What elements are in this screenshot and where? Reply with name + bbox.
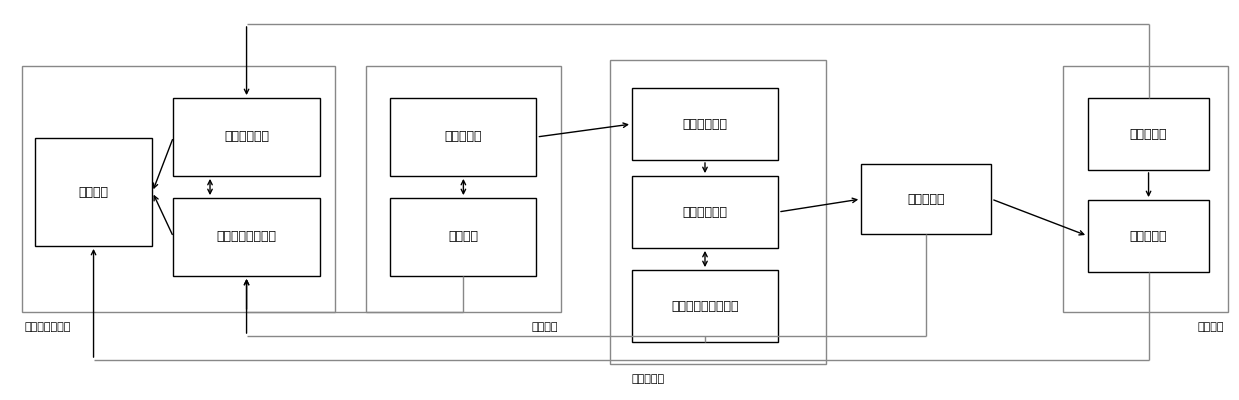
Bar bbox=[632, 270, 778, 342]
Text: 逻辑控制模块: 逻辑控制模块 bbox=[224, 130, 269, 144]
Bar bbox=[35, 138, 152, 246]
Text: 动力模块: 动力模块 bbox=[532, 322, 558, 332]
Bar bbox=[390, 98, 536, 176]
Bar bbox=[1088, 200, 1209, 272]
Bar bbox=[1088, 98, 1209, 170]
Text: 张力控制器: 张力控制器 bbox=[1130, 128, 1167, 140]
Text: 信号采集与调理模块: 信号采集与调理模块 bbox=[672, 300, 738, 312]
Bar bbox=[632, 88, 778, 160]
Text: 应变采集电路: 应变采集电路 bbox=[683, 206, 727, 218]
Bar bbox=[22, 66, 335, 312]
Bar bbox=[610, 60, 826, 364]
Text: 伺服控制器: 伺服控制器 bbox=[445, 130, 482, 144]
Text: 磁粉制动器: 磁粉制动器 bbox=[1130, 230, 1167, 242]
Bar bbox=[1063, 66, 1228, 312]
Text: 显示模块: 显示模块 bbox=[78, 186, 109, 198]
Bar bbox=[632, 176, 778, 248]
Text: 数据标定分析模块: 数据标定分析模块 bbox=[217, 230, 276, 244]
Bar bbox=[366, 66, 561, 312]
Text: 扭矩检测仪: 扭矩检测仪 bbox=[907, 192, 945, 206]
Bar bbox=[173, 198, 320, 276]
Bar bbox=[173, 98, 320, 176]
Text: 负载模块: 负载模块 bbox=[1198, 322, 1224, 332]
Text: 伺服电机: 伺服电机 bbox=[449, 230, 478, 244]
Bar bbox=[390, 198, 536, 276]
Bar bbox=[861, 164, 991, 234]
Text: 上位机工控系统: 上位机工控系统 bbox=[25, 322, 71, 332]
Text: 啮合式离合器: 啮合式离合器 bbox=[683, 118, 727, 130]
Text: 离合器模块: 离合器模块 bbox=[632, 374, 665, 384]
